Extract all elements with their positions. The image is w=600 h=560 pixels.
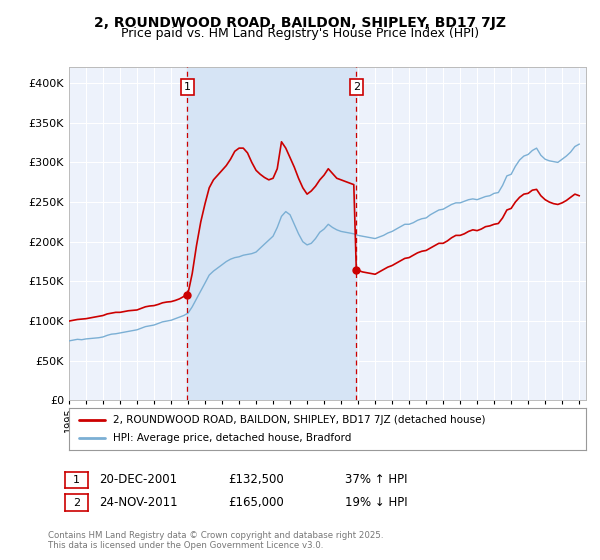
Text: Contains HM Land Registry data © Crown copyright and database right 2025.
This d: Contains HM Land Registry data © Crown c… [48, 531, 383, 550]
Bar [187, 67, 356, 400]
Text: 2, ROUNDWOOD ROAD, BAILDON, SHIPLEY, BD17 7JZ (detached house): 2, ROUNDWOOD ROAD, BAILDON, SHIPLEY, BD1… [113, 416, 485, 425]
Text: 1: 1 [184, 82, 191, 92]
Text: HPI: Average price, detached house, Bradford: HPI: Average price, detached house, Brad… [113, 433, 352, 443]
Text: 1: 1 [73, 475, 80, 485]
Text: 2: 2 [353, 82, 360, 92]
Text: Price paid vs. HM Land Registry's House Price Index (HPI): Price paid vs. HM Land Registry's House … [121, 27, 479, 40]
Text: 20-DEC-2001: 20-DEC-2001 [99, 473, 177, 487]
Text: 24-NOV-2011: 24-NOV-2011 [99, 496, 178, 510]
Text: £165,000: £165,000 [228, 496, 284, 510]
Text: 2: 2 [73, 498, 80, 508]
Text: 37% ↑ HPI: 37% ↑ HPI [345, 473, 407, 487]
Text: 19% ↓ HPI: 19% ↓ HPI [345, 496, 407, 510]
Text: 2, ROUNDWOOD ROAD, BAILDON, SHIPLEY, BD17 7JZ: 2, ROUNDWOOD ROAD, BAILDON, SHIPLEY, BD1… [94, 16, 506, 30]
Text: £132,500: £132,500 [228, 473, 284, 487]
